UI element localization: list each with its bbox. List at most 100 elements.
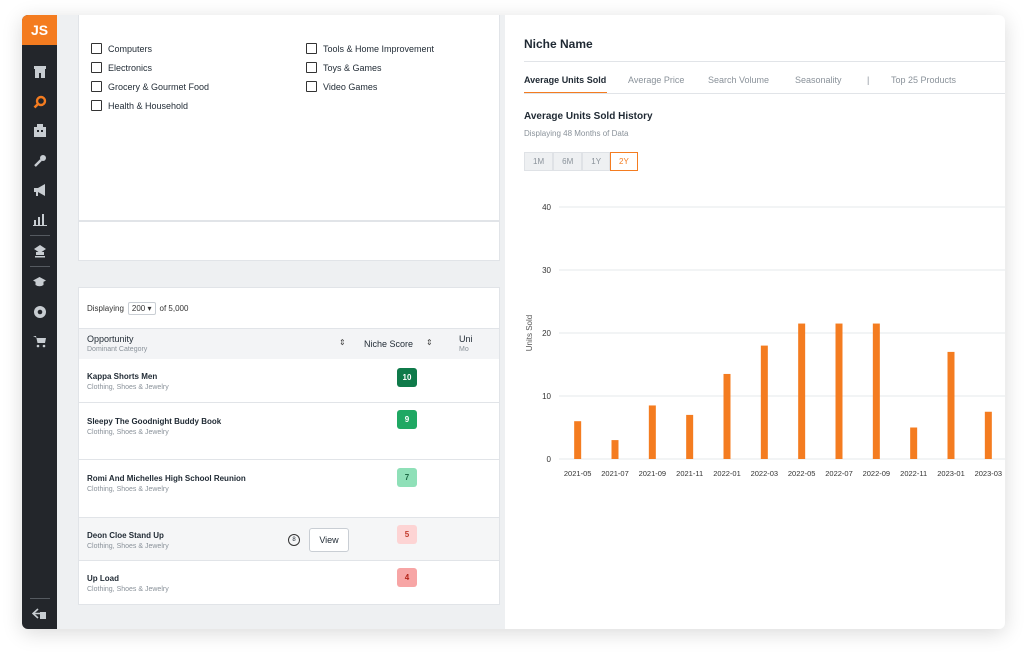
niche-score-badge: 5 [397,525,417,544]
row-name[interactable]: Romi And Michelles High School Reunion [87,474,246,483]
row-category: Clothing, Shoes & Jewelry [87,543,169,550]
x-tick-label: 2021-07 [601,469,629,478]
checkbox-box[interactable] [306,62,317,73]
table-row[interactable]: Deon Cloe Stand Up Clothing, Shoes & Jew… [79,518,499,561]
row-name[interactable]: Deon Cloe Stand Up [87,531,164,540]
bar [872,323,880,459]
y-tick-label: 0 [547,455,552,464]
filter-footer [78,221,500,261]
chart-title: Average Units Sold History [524,111,653,122]
pagination-info: Displaying 200 ▾ of 5,000 [87,302,188,315]
app-window: JS [22,15,1005,629]
bar [947,351,955,459]
tab-separator: | [867,75,870,85]
checkbox-label: Health & Household [108,100,189,111]
checkbox-box[interactable] [91,100,102,111]
academy-icon[interactable] [31,242,48,259]
category-checkbox[interactable]: Tools & Home Improvement [306,43,434,54]
bar [686,414,694,459]
column-niche-score[interactable]: Niche Score [364,339,414,349]
info-count-badge[interactable]: 8 [288,534,300,546]
table-header: Opportunity Dominant Category ⇕ Niche Sc… [79,328,499,360]
range-1m-button[interactable]: 1M [524,152,554,171]
store-icon[interactable] [31,63,48,80]
category-checkbox[interactable]: Video Games [306,81,377,92]
category-checkbox[interactable]: Electronics [91,62,152,73]
tab-average-units-sold[interactable]: Average Units Sold [524,75,607,85]
range-selector: 1M 6M 1Y 2Y [524,152,638,171]
x-tick-label: 2022-03 [751,469,779,478]
y-tick-label: 40 [542,203,551,212]
sort-icon[interactable]: ⇕ [426,338,433,347]
checkbox-box[interactable] [91,81,102,92]
table-row[interactable]: Sleepy The Goodnight Buddy Book Clothing… [79,403,499,460]
bar-chart-icon[interactable] [31,211,48,228]
tab-search-volume[interactable]: Search Volume [708,75,770,85]
column-units[interactable]: Uni [459,334,473,344]
megaphone-icon[interactable] [31,181,48,198]
sidebar: JS [22,15,57,629]
range-2y-button[interactable]: 2Y [610,152,638,171]
x-tick-label: 2021-09 [639,469,667,478]
logout-icon[interactable] [31,605,48,622]
row-category: Clothing, Shoes & Jewelry [87,384,169,391]
table-row[interactable]: Kappa Shorts Men Clothing, Shoes & Jewel… [79,359,499,403]
bar [835,323,843,459]
x-tick-label: 2022-01 [713,469,741,478]
category-checkbox[interactable]: Computers [91,43,152,54]
row-category: Clothing, Shoes & Jewelry [87,429,169,436]
tab-average-price[interactable]: Average Price [628,75,685,85]
view-button[interactable]: View [309,528,349,552]
niche-score-badge: 7 [397,468,417,487]
range-1y-button[interactable]: 1Y [582,152,611,171]
building-icon[interactable] [31,122,48,139]
sidebar-divider [30,598,50,599]
range-6m-button[interactable]: 6M [553,152,583,171]
row-name[interactable]: Sleepy The Goodnight Buddy Book [87,417,222,426]
key-icon[interactable] [31,152,48,169]
bar [611,440,619,459]
chevron-down-icon: ▾ [147,304,152,313]
category-checkbox[interactable]: Toys & Games [306,62,382,73]
row-category: Clothing, Shoes & Jewelry [87,486,169,493]
table-row[interactable]: Romi And Michelles High School Reunion C… [79,460,499,518]
opportunity-table: Displaying 200 ▾ of 5,000 Opportunity Do… [78,287,500,605]
sort-icon[interactable]: ⇕ [339,338,346,347]
close-icon[interactable]: ✕ [1003,30,1005,50]
row-name[interactable]: Kappa Shorts Men [87,372,158,381]
checkbox-box[interactable] [306,43,317,54]
table-row[interactable]: Up Load Clothing, Shoes & Jewelry 4 [79,561,499,603]
checkbox-label: Tools & Home Improvement [323,43,435,54]
sidebar-divider [30,235,50,236]
graduation-cap-icon[interactable] [31,273,48,290]
category-checkbox[interactable]: Health & Household [91,100,188,111]
logo[interactable]: JS [22,15,57,45]
checkbox-box[interactable] [91,43,102,54]
page-size-value: 200 [131,304,146,313]
x-tick-label: 2022-09 [863,469,891,478]
niche-score-badge: 9 [397,410,417,429]
tab-top-25-products[interactable]: Top 25 Products [891,75,957,85]
category-checkbox[interactable]: Grocery & Gourmet Food [91,81,209,92]
divider [524,61,1005,62]
x-tick-label: 2023-01 [937,469,965,478]
chart-subtitle: Displaying 48 Months of Data [524,129,629,138]
cart-icon[interactable] [31,333,48,350]
page-size-select[interactable]: 200 ▾ [127,302,156,315]
checkbox-box[interactable] [306,81,317,92]
niche-score-badge: 10 [397,368,417,387]
row-name[interactable]: Up Load [87,574,119,583]
units-sold-bar-chart: 0 10 20 30 40 Units Sold 2021-05 2021-07 2021-09… [525,203,1005,478]
bar [723,373,731,459]
search-icon[interactable] [31,93,48,110]
x-tick-label: 2022-05 [788,469,816,478]
checkbox-label: Video Games [323,81,378,92]
drawer-title: Niche Name [524,37,593,51]
niche-score-badge: 4 [397,568,417,587]
chrome-icon[interactable] [31,303,48,320]
checkbox-box[interactable] [91,62,102,73]
bar [648,405,656,459]
x-tick-label: 2023-03 [975,469,1003,478]
tab-seasonality[interactable]: Seasonality [795,75,842,85]
column-opportunity[interactable]: Opportunity [87,334,134,344]
